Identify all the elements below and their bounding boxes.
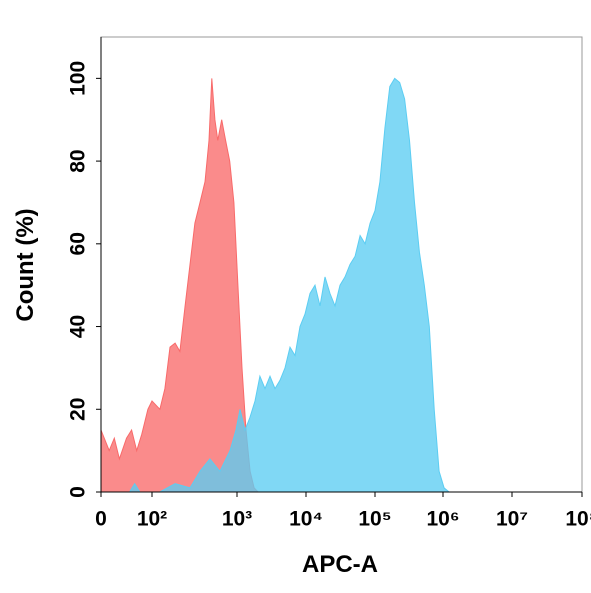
x-tick-label: 10⁵	[358, 508, 391, 531]
area	[128, 77, 451, 493]
area	[100, 78, 260, 493]
x-tick-label: 10⁴	[289, 508, 323, 531]
x-tick-label: 10²	[137, 508, 167, 531]
y-tick-label: 60	[67, 232, 90, 255]
y-axis-label: Count (%)	[12, 208, 39, 321]
x-tick-label: 0	[95, 508, 107, 531]
y-tick-label: 0	[67, 486, 90, 498]
y-tick-label: 40	[67, 315, 90, 338]
x-tick-label: 10⁷	[496, 508, 528, 531]
y-tick-label: 100	[67, 61, 90, 96]
x-tick-label: 10³	[222, 508, 252, 531]
x-axis-label: APC-A	[302, 551, 378, 578]
y-tick-label: 20	[67, 398, 90, 421]
x-tick-label: 10⁶	[426, 508, 459, 531]
y-tick-label: 80	[67, 149, 90, 172]
x-tick-label: 10⁸	[565, 508, 591, 531]
